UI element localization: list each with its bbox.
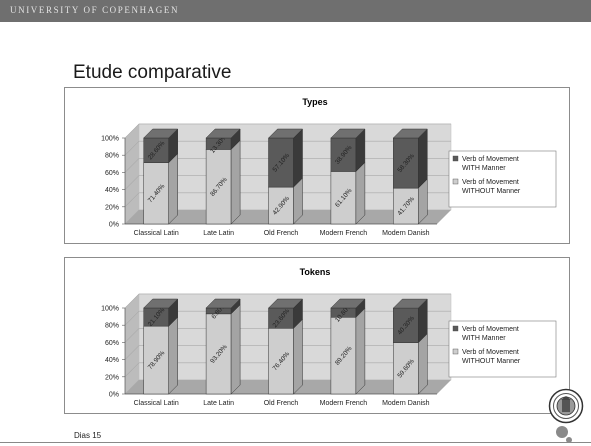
chart2-y-tick-label: 40%	[105, 357, 119, 364]
chart1-bar-late-latin-top	[205, 128, 241, 139]
chart1-bar-old-french-top	[267, 128, 304, 139]
chart1-bar-classical-latin-without	[143, 162, 169, 225]
chart2-y-tick-label: 100%	[101, 306, 119, 313]
chart1-y-tick-label: 20%	[105, 204, 119, 211]
chart1-legend-swatch-without	[452, 178, 459, 185]
chart1-gridline-side	[124, 123, 140, 139]
chart2-legend-label-without: Verb of Movement WITHOUT Manner	[462, 349, 521, 365]
chart1-legend-label-with: Verb of Movement WITH Manner	[462, 156, 519, 172]
chart2-x-tick-label: Late Latin	[203, 400, 234, 407]
chart2-y-tick-label: 0%	[109, 392, 119, 399]
chart2-bar-late-latin-without	[205, 313, 232, 395]
chart1-bar-classical-latin-without-side	[168, 152, 178, 225]
university-seal-icon	[548, 388, 584, 424]
chart1-legend-box	[448, 150, 557, 208]
chart1-bar-classical-latin-with	[143, 137, 169, 163]
chart2-gridline-side	[124, 345, 140, 360]
chart2-bar-modern-french-top	[330, 298, 366, 309]
chart2-x-tick-label: Classical Latin	[134, 400, 179, 407]
chart1-bar-modern-french-with	[330, 137, 357, 172]
decor-dot-small	[566, 437, 572, 443]
chart1-y-tick-label: 100%	[101, 136, 119, 143]
chart1-y-tick-label: 80%	[105, 153, 119, 160]
chart2-gridline-side	[124, 328, 140, 343]
chart1-bar-old-french-with-side	[293, 128, 303, 188]
chart2-y-tick-label: 60%	[105, 340, 119, 347]
chart2-legend-swatch-without	[452, 348, 459, 355]
chart2-gridline-side	[124, 379, 140, 395]
slide-title: Etude comparative	[73, 62, 232, 83]
chart1-gridline-side	[124, 209, 140, 225]
chart1-bar-old-french-without	[268, 186, 294, 225]
chart1-y-tick-label: 0%	[109, 222, 119, 229]
chart1-bar-late-latin-without-side	[230, 139, 241, 225]
chart2-legend-label-with: Verb of Movement WITH Manner	[462, 326, 519, 342]
chart2-y-tick-label: 80%	[105, 323, 119, 330]
chart1-bar-modern-danish-with	[393, 137, 419, 189]
slide-number: Dias 15	[74, 431, 102, 440]
chart2-bar-classical-latin-without-side	[168, 316, 178, 395]
chart2-legend-box	[448, 320, 557, 378]
chart2-bar-old-french-without-side	[293, 318, 303, 395]
chart1-x-tick-label: Old French	[264, 230, 299, 237]
chart2-bar-modern-danish-with	[393, 307, 419, 343]
chart2-gridline-side	[124, 310, 140, 326]
chart2-bar-modern-danish-top	[392, 298, 428, 309]
chart2-legend-swatch-with	[452, 325, 459, 332]
chart2-y-tick-label: 20%	[105, 374, 119, 381]
chart2-side-wall	[125, 294, 139, 394]
chart1-bar-classical-latin-top	[143, 128, 179, 139]
chart1-bar-modern-french-without	[330, 171, 357, 225]
chart2-bar-modern-danish-without-side	[418, 333, 428, 395]
chart2-title: Tokens	[300, 267, 331, 277]
chart1-bar-modern-french-top	[330, 128, 366, 139]
chart1-side-wall	[125, 124, 139, 224]
chart2-x-tick-label: Modern French	[320, 400, 368, 407]
chart2-x-tick-label: Modern Danish	[382, 400, 430, 407]
footer-rule	[0, 442, 591, 443]
chart1-gridline-side	[124, 158, 140, 173]
chart1-title: Types	[302, 97, 327, 107]
chart2-x-tick-label: Old French	[264, 400, 299, 407]
chart1-x-tick-label: Late Latin	[203, 230, 234, 237]
chart2-bar-modern-french-without-side	[355, 307, 366, 395]
tokens-chart: Tokens 0% 20% 40% 60% 80% 100% 78.90% 21.10% Clas…	[64, 257, 570, 414]
chart1-gridline-side	[124, 192, 140, 208]
university-name: UNIVERSITY OF COPENHAGEN	[10, 5, 180, 15]
types-chart-svg: Types0%20%40%60%80%100%71.40%28.60%Class…	[101, 97, 557, 237]
chart1-legend-label-without: Verb of Movement WITHOUT Manner	[462, 179, 521, 195]
chart1-bar-modern-danish-with-side	[418, 128, 428, 189]
chart1-legend-swatch-with	[452, 155, 459, 162]
chart2-gridline-side	[124, 362, 140, 378]
chart1-bar-modern-french-without-side	[355, 161, 366, 225]
chart2-gridline-side	[124, 293, 140, 309]
chart1-x-tick-label: Modern French	[320, 230, 368, 237]
chart2-bar-old-french-top	[267, 298, 304, 309]
header-bar: UNIVERSITY OF COPENHAGEN	[0, 0, 591, 22]
chart2-bar-late-latin-top	[205, 298, 241, 309]
chart1-bar-modern-danish-top	[392, 128, 428, 139]
types-chart: Types 0% 20% 40% 60% 80% 100% 71.40% 28.60% Class…	[64, 87, 570, 244]
chart1-gridline-side	[124, 140, 140, 156]
tokens-chart-svg: Tokens0%20%40%60%80%100%78.90%21.10%Clas…	[101, 267, 557, 407]
chart2-bar-modern-danish-without	[393, 342, 419, 395]
chart1-y-tick-label: 40%	[105, 187, 119, 194]
chart2-bar-classical-latin-top	[143, 298, 179, 309]
decor-dot-large	[556, 426, 568, 438]
chart1-x-tick-label: Classical Latin	[134, 230, 179, 237]
chart1-gridline-side	[124, 175, 140, 190]
chart1-x-tick-label: Modern Danish	[382, 230, 430, 237]
chart2-bar-classical-latin-without	[143, 325, 169, 395]
chart1-y-tick-label: 60%	[105, 170, 119, 177]
chart2-bar-late-latin-without-side	[230, 304, 241, 395]
